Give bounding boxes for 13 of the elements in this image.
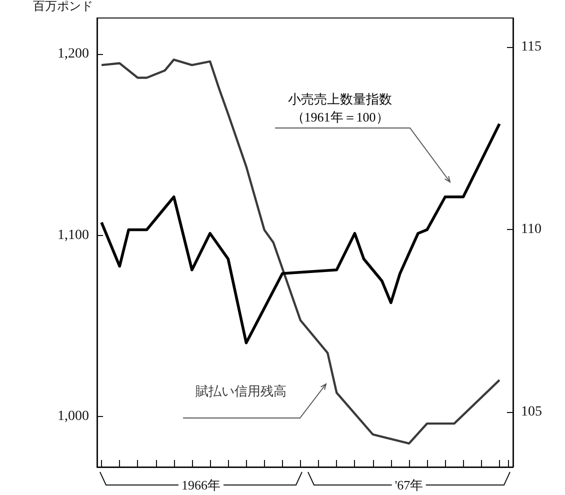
line-series xyxy=(100,122,501,344)
y-axis-title: 百万ポンド xyxy=(33,0,93,13)
y2-tick-label: 110 xyxy=(521,222,542,238)
y2-tick-label: 115 xyxy=(521,40,542,55)
y-tick-label: 1,200 xyxy=(58,46,89,62)
text: '67年 xyxy=(392,478,426,492)
y-tick-label: 1,000 xyxy=(58,408,89,424)
text: 賦払い信用残高 xyxy=(196,384,286,398)
text: 1966年 xyxy=(178,478,224,492)
y2-tick-label: 105 xyxy=(521,404,542,420)
text: 小売売上数量指数（1961年＝100） xyxy=(288,92,392,124)
y-tick-label: 1,100 xyxy=(58,228,89,243)
line-series xyxy=(100,58,501,445)
